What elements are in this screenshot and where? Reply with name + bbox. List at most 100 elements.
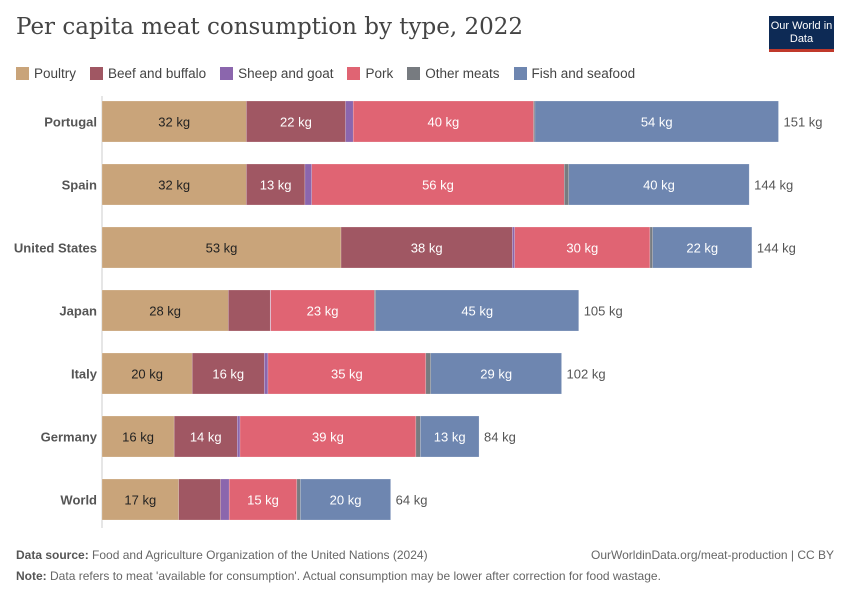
bar-segment <box>237 415 241 458</box>
legend-swatch <box>220 67 234 80</box>
category-label: Japan <box>59 304 97 319</box>
legend: Poultry Beef and buffalo Sheep and goat Por… <box>16 66 635 81</box>
data-label: 16 kg <box>122 430 154 445</box>
bar-segment <box>374 289 377 332</box>
legend-label: Other meats <box>425 66 500 81</box>
data-label: 39 kg <box>312 430 344 445</box>
data-label: 13 kg <box>434 430 466 445</box>
total-label: 102 kg <box>567 367 606 382</box>
data-label: 23 kg <box>307 304 339 319</box>
legend-swatch <box>90 67 104 80</box>
bar-segment <box>191 352 265 395</box>
total-label: 105 kg <box>584 304 623 319</box>
bar-segment <box>101 415 175 458</box>
total-label: 64 kg <box>396 493 428 508</box>
data-label: 29 kg <box>480 367 512 382</box>
legend-label: Beef and buffalo <box>108 66 207 81</box>
bar-segment <box>228 478 298 521</box>
owid-logo[interactable]: Our World in Data <box>769 16 834 52</box>
bar-segment <box>415 415 421 458</box>
legend-label: Pork <box>365 66 394 81</box>
bar-segment <box>101 478 179 521</box>
legend-item[interactable]: Poultry <box>16 66 76 81</box>
source-text: Food and Agriculture Organization of the… <box>92 548 428 562</box>
data-label: 54 kg <box>641 115 673 130</box>
data-label: 32 kg <box>158 178 190 193</box>
bar-segment <box>246 100 346 143</box>
category-label: Germany <box>41 430 98 445</box>
data-label: 13 kg <box>260 178 292 193</box>
bar-segment <box>311 163 565 206</box>
bar-segment <box>420 415 480 458</box>
source-url[interactable]: OurWorldinData.org/meat-production | CC … <box>591 548 834 562</box>
category-label: Italy <box>71 367 98 382</box>
bar-segment <box>425 352 432 395</box>
legend-swatch <box>407 67 421 80</box>
bar-segment <box>267 352 427 395</box>
data-label: 40 kg <box>643 178 675 193</box>
bar-segment <box>101 100 247 143</box>
data-label: 16 kg <box>212 367 244 382</box>
category-label: United States <box>14 241 97 256</box>
bar-segment <box>264 352 269 395</box>
source-label: Data source: <box>16 548 89 562</box>
total-label: 84 kg <box>484 430 516 445</box>
bar-segment <box>300 478 391 521</box>
bar-segment <box>239 415 417 458</box>
legend-swatch <box>347 67 361 80</box>
data-label: 20 kg <box>330 493 362 508</box>
total-label: 151 kg <box>783 115 822 130</box>
bar-segment <box>246 163 306 206</box>
data-label: 38 kg <box>411 241 443 256</box>
legend-swatch <box>513 67 527 80</box>
data-label: 17 kg <box>124 493 156 508</box>
bar-segment <box>178 478 221 521</box>
data-label: 40 kg <box>427 115 459 130</box>
bar-segment <box>514 226 651 269</box>
note: Note: Data refers to meat 'available for… <box>16 569 661 583</box>
category-label: Spain <box>62 178 97 193</box>
bar-segment <box>652 226 753 269</box>
bar-segment <box>101 226 342 269</box>
legend-item[interactable]: Fish and seafood <box>513 66 636 81</box>
total-label: 144 kg <box>757 241 796 256</box>
bar-segment <box>568 163 750 206</box>
legend-item[interactable]: Pork <box>347 66 393 81</box>
bar-segment <box>345 100 354 143</box>
legend-item[interactable]: Sheep and goat <box>220 66 333 81</box>
bar-segment <box>352 100 534 143</box>
note-text: Data refers to meat 'available for consu… <box>50 569 661 583</box>
data-label: 45 kg <box>461 304 493 319</box>
bar-segment <box>564 163 570 206</box>
bar-segment <box>512 226 515 269</box>
data-label: 14 kg <box>190 430 222 445</box>
data-label: 35 kg <box>331 367 363 382</box>
data-label: 22 kg <box>686 241 718 256</box>
data-label: 30 kg <box>566 241 598 256</box>
bar-segment <box>375 289 579 332</box>
bar-segment <box>296 478 301 521</box>
bar-segment <box>101 289 229 332</box>
bar-segment <box>173 415 238 458</box>
chart-title: Per capita meat consumption by type, 202… <box>16 14 523 40</box>
bar-segment <box>270 289 375 332</box>
bar-segment <box>430 352 562 395</box>
category-label: Portugal <box>44 115 97 130</box>
data-label: 20 kg <box>131 367 163 382</box>
bar-segment <box>304 163 312 206</box>
bar-segment <box>101 352 193 395</box>
total-label: 144 kg <box>754 178 793 193</box>
data-source: Data source: Food and Agriculture Organi… <box>16 548 428 562</box>
note-label: Note: <box>16 569 47 583</box>
legend-item[interactable]: Other meats <box>407 66 500 81</box>
data-label: 53 kg <box>206 241 238 256</box>
legend-label: Fish and seafood <box>531 66 636 81</box>
legend-label: Sheep and goat <box>238 66 334 81</box>
category-label: World <box>60 493 97 508</box>
data-label: 15 kg <box>247 493 279 508</box>
legend-item[interactable]: Beef and buffalo <box>90 66 206 81</box>
legend-swatch <box>16 67 29 80</box>
data-label: 56 kg <box>422 178 454 193</box>
